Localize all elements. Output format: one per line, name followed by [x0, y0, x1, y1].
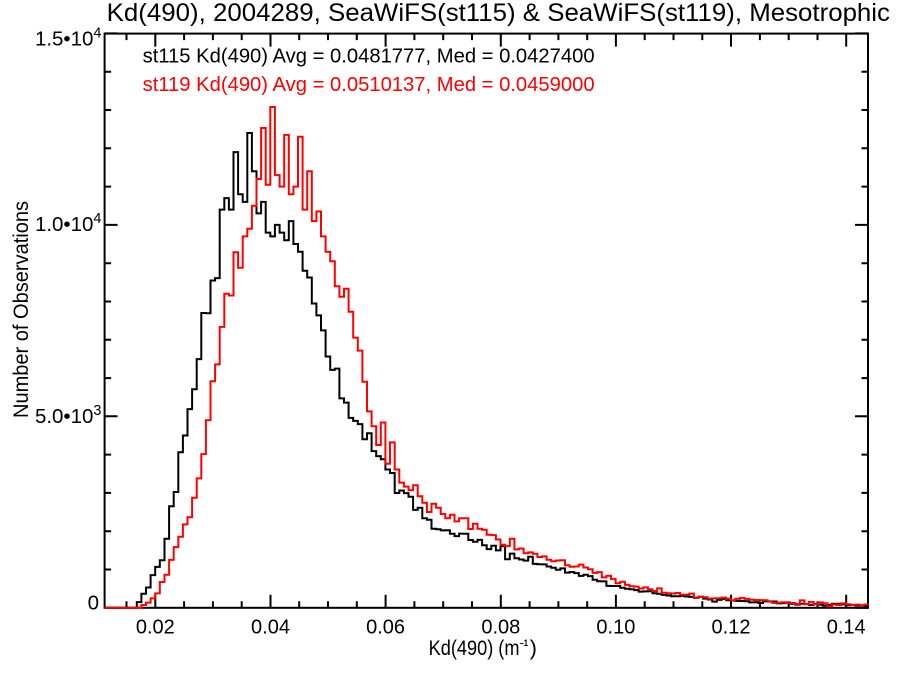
svg-text:1.5•104: 1.5•104	[35, 26, 102, 51]
svg-text:0.04: 0.04	[251, 617, 290, 639]
svg-text:0.12: 0.12	[712, 617, 751, 639]
svg-text:1.0•104: 1.0•104	[35, 211, 102, 236]
svg-text:–1: –1	[520, 638, 529, 649]
svg-text:Kd(490), 2004289, SeaWiFS(st11: Kd(490), 2004289, SeaWiFS(st115) & SeaWi…	[107, 0, 890, 27]
svg-text:0: 0	[88, 591, 99, 614]
svg-text:0.02: 0.02	[136, 617, 175, 639]
svg-text:0.14: 0.14	[827, 617, 866, 639]
svg-text:): )	[530, 636, 537, 660]
svg-text:Number of Observations: Number of Observations	[9, 201, 33, 418]
svg-text:st119 Kd(490) Avg = 0.0510137,: st119 Kd(490) Avg = 0.0510137, Med = 0.0…	[143, 73, 595, 96]
svg-text:5.0•103: 5.0•103	[35, 403, 102, 428]
svg-text:0.10: 0.10	[596, 617, 635, 639]
svg-text:0.06: 0.06	[366, 617, 405, 639]
svg-text:0.08: 0.08	[481, 617, 520, 639]
svg-text:Kd(490) (m: Kd(490) (m	[429, 636, 520, 660]
svg-text:st115 Kd(490) Avg = 0.0481777,: st115 Kd(490) Avg = 0.0481777, Med = 0.0…	[143, 44, 595, 67]
